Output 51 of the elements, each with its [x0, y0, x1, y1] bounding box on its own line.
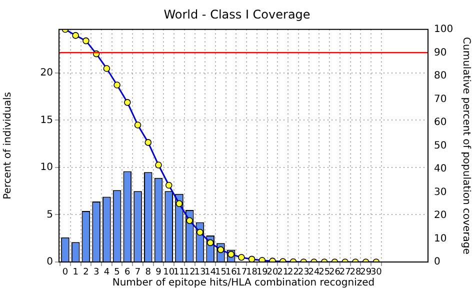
- y2-tick-label: 10: [434, 233, 447, 244]
- x-tick-label: 27: [339, 268, 351, 278]
- y2-tick-label: 60: [434, 117, 447, 128]
- x-tick-label: 0: [62, 268, 68, 278]
- x-tick-label: 26: [328, 268, 341, 278]
- y-tick-label: 15: [40, 114, 53, 126]
- x-tick-label: 9: [156, 268, 162, 278]
- x-tick-label: 23: [298, 268, 310, 278]
- y-tick-label: 0: [46, 256, 53, 268]
- y2-tick-label: 80: [434, 70, 447, 82]
- y2-tick-label: 70: [434, 94, 447, 105]
- x-tick-label: 28: [350, 268, 362, 278]
- x-tick-label: 15: [214, 268, 226, 278]
- x-tick-label: 22: [288, 268, 299, 278]
- x-tick-label: 19: [256, 268, 268, 278]
- y2-tick-label: 30: [434, 186, 447, 198]
- x-tick-label: 4: [104, 268, 110, 278]
- y-tick-label: 5: [46, 209, 53, 220]
- x-tick-label: 10: [163, 268, 175, 278]
- x-tick-label: 1: [72, 268, 78, 278]
- y2-tick-label: 0: [434, 256, 440, 268]
- x-tick-label: 25: [318, 268, 330, 278]
- x-tick-label: 8: [145, 268, 152, 278]
- x-tick-label: 11: [174, 268, 185, 278]
- x-axis-title: Number of epitope hits/HLA combination recognized: [112, 278, 375, 289]
- x-tick-label: 20: [266, 268, 279, 278]
- y2-tick-label: 100: [434, 24, 454, 35]
- y2-axis-title: Cumulative percent of population coverage: [460, 37, 472, 254]
- x-tick-label: 17: [236, 268, 248, 278]
- x-tick-label: 14: [204, 268, 216, 278]
- x-tick-label: 2: [83, 268, 89, 278]
- y-tick-label: 10: [40, 162, 53, 174]
- x-tick-label: 16: [225, 268, 238, 278]
- x-tick-label: 24: [308, 268, 320, 278]
- x-tick-label: 12: [184, 268, 196, 278]
- y-axis-title: Percent of individuals: [2, 92, 14, 200]
- x-tick-label: 18: [246, 268, 258, 278]
- x-tick-label: 5: [114, 268, 120, 278]
- chart-title: World - Class I Coverage: [164, 7, 310, 22]
- y-tick-label: 20: [40, 67, 53, 78]
- x-tick-label: 7: [134, 268, 141, 278]
- x-tick-label: 6: [124, 268, 131, 278]
- y2-tick-label: 50: [434, 140, 447, 152]
- x-tick-label: 29: [360, 268, 372, 278]
- x-tick-label: 13: [194, 268, 206, 278]
- x-tick-label: 3: [93, 268, 100, 278]
- y2-tick-label: 40: [434, 164, 447, 175]
- y2-tick-label: 90: [434, 47, 447, 58]
- x-tick-label: 21: [277, 268, 289, 278]
- x-tick-label: 30: [370, 268, 382, 278]
- y2-tick-label: 20: [434, 210, 447, 222]
